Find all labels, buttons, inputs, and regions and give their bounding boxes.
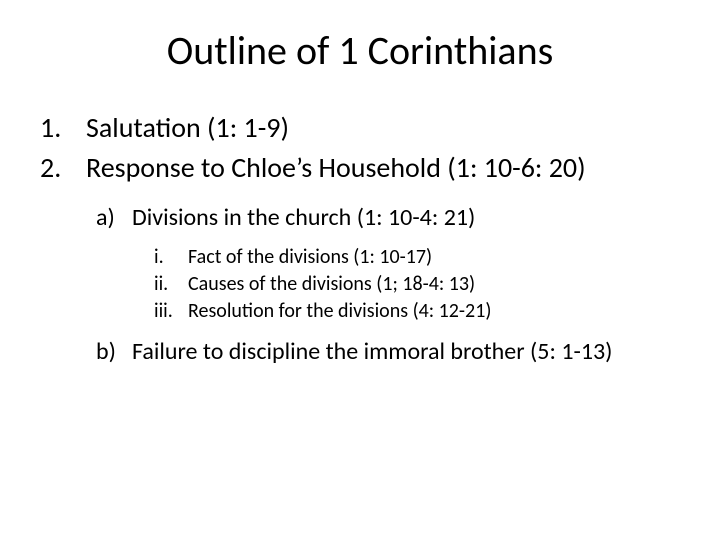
item-text: Salutation (1: 1-9)	[86, 109, 289, 147]
item-number: iii.	[154, 298, 188, 325]
list-item: 2. Response to Chloe’s Household (1: 10-…	[40, 149, 680, 187]
item-number: a)	[96, 201, 132, 235]
item-number: ii.	[154, 271, 188, 298]
outline-level2: b) Failure to discipline the immoral bro…	[96, 335, 680, 369]
item-text: Failure to discipline the immoral brothe…	[132, 335, 680, 369]
outline-level3: i. Fact of the divisions (1: 10-17) ii. …	[154, 244, 680, 325]
item-number: b)	[96, 335, 132, 369]
slide: Outline of 1 Corinthians 1. Salutation (…	[0, 0, 720, 540]
slide-title: Outline of 1 Corinthians	[40, 26, 680, 75]
outline-level2: a) Divisions in the church (1: 10-4: 21)	[96, 201, 680, 235]
item-number: 1.	[40, 109, 86, 147]
outline-level1: 1. Salutation (1: 1-9) 2. Response to Ch…	[40, 109, 680, 187]
list-item: iii. Resolution for the divisions (4: 12…	[154, 298, 680, 325]
list-item: 1. Salutation (1: 1-9)	[40, 109, 680, 147]
item-number: i.	[154, 244, 188, 271]
list-item: b) Failure to discipline the immoral bro…	[96, 335, 680, 369]
list-item: ii. Causes of the divisions (1; 18-4: 13…	[154, 271, 680, 298]
list-item: i. Fact of the divisions (1: 10-17)	[154, 244, 680, 271]
item-text: Response to Chloe’s Household (1: 10-6: …	[86, 149, 586, 187]
item-text: Resolution for the divisions (4: 12-21)	[188, 298, 491, 325]
list-item: a) Divisions in the church (1: 10-4: 21)	[96, 201, 680, 235]
item-text: Causes of the divisions (1; 18-4: 13)	[188, 271, 475, 298]
item-text: Fact of the divisions (1: 10-17)	[188, 244, 432, 271]
item-text: Divisions in the church (1: 10-4: 21)	[132, 201, 680, 235]
item-number: 2.	[40, 149, 86, 187]
